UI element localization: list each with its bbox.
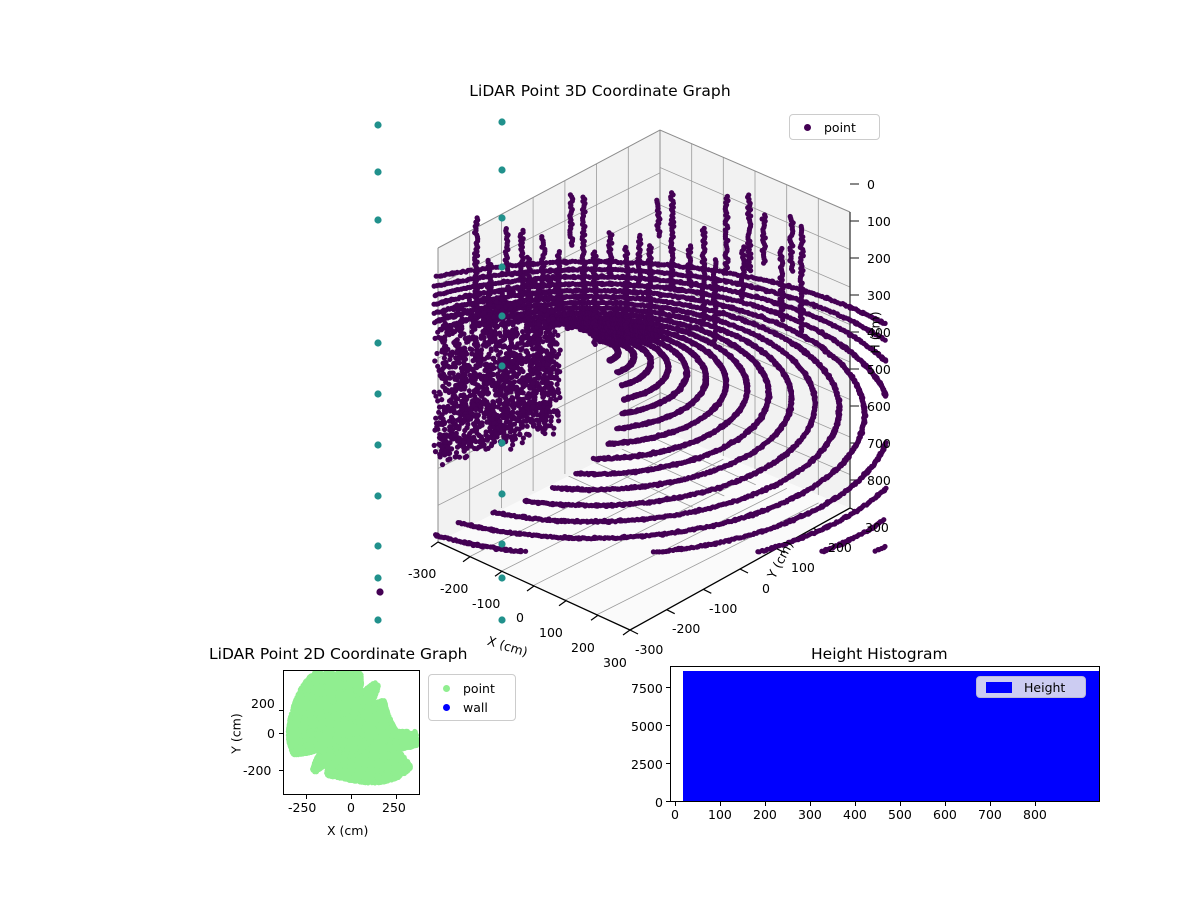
hist-xtick-8: 800 [1023, 807, 1047, 822]
hist-xtick-3: 300 [798, 807, 822, 822]
lidar-outlier-points-3d [374, 118, 506, 624]
plot2d-xtickmark-0 [306, 795, 307, 799]
plot3d-ztick-4: 400 [867, 325, 891, 340]
plot2d-yaxis-label: Y (cm) [229, 694, 244, 774]
plot2d-ytickmark-1 [279, 733, 283, 734]
legend-item-point-2d[interactable]: point [429, 679, 515, 698]
plot3d-title: LiDAR Point 3D Coordinate Graph [0, 82, 1200, 100]
plot2d-axes[interactable] [283, 670, 420, 795]
hist-xtickmark-2 [765, 802, 766, 806]
plot3d-xtick-3: 0 [516, 610, 524, 625]
legend-swatch-height-icon [986, 681, 1012, 693]
plot3d-ytick-1: 200 [828, 540, 852, 555]
plot3d-ztick-3: 300 [867, 288, 891, 303]
plot3d-xtick-2: -100 [472, 596, 500, 611]
plot2d-canvas [285, 671, 419, 786]
plot3d-ztick-6: 600 [867, 399, 891, 414]
legend-marker-point-icon [790, 124, 824, 131]
legend-marker-wall-icon [429, 704, 463, 711]
plot2d-xtick-2: 250 [382, 800, 406, 815]
plot2d-xaxis-label: X (cm) [327, 823, 368, 838]
hist-ytickmark-2 [666, 725, 670, 726]
plot3d-canvas [374, 118, 889, 636]
plot3d-ytick-2: 100 [791, 560, 815, 575]
hist-xtick-6: 600 [933, 807, 957, 822]
z-axis-ticks [850, 183, 859, 481]
x-axis-ticks [430, 541, 631, 636]
hist-xtick-5: 500 [888, 807, 912, 822]
plot3d-ztick-2: 200 [867, 251, 891, 266]
hist-ytick-3: 7500 [631, 681, 663, 696]
hist-ytickmark-3 [666, 687, 670, 688]
plot2d-ytickmark-0 [279, 710, 283, 711]
legend-label-height: Height [1024, 680, 1065, 695]
plot3d-xtick-6: 300 [603, 655, 627, 670]
plot2d-ytick-1: 0 [267, 726, 275, 741]
plot3d-xtick-4: 100 [539, 625, 563, 640]
plot3d-ztick-0: 0 [867, 177, 875, 192]
plot2d-ytickmark-2 [279, 770, 283, 771]
legend-label-wall: wall [463, 700, 488, 715]
plot3d-ytick-4: -100 [709, 601, 737, 616]
lidar-point-cloud-2d [285, 671, 419, 786]
plot3d-ztick-8: 800 [867, 473, 891, 488]
hist-ytick-1: 2500 [631, 757, 663, 772]
hist-xtickmark-4 [855, 802, 856, 806]
lidar-point-cloud-3d [431, 190, 889, 555]
hist-ytickmark-0 [666, 801, 670, 802]
plot3d-xtick-0: -300 [408, 566, 436, 581]
plot3d-xtick-1: -200 [440, 581, 468, 596]
legend-item-point[interactable]: point [790, 118, 879, 137]
plot3d-legend[interactable]: point [789, 114, 880, 140]
legend-item-wall-2d[interactable]: wall [429, 698, 515, 717]
hist-xtickmark-8 [1035, 802, 1036, 806]
plot2d-legend[interactable]: point wall [428, 674, 516, 721]
hist-ytick-2: 5000 [631, 719, 663, 734]
hist-xtickmark-7 [990, 802, 991, 806]
plot2d-title: LiDAR Point 2D Coordinate Graph [209, 645, 467, 663]
plot3d-ztick-5: 500 [867, 362, 891, 377]
plot3d-ztick-1: 100 [867, 214, 891, 229]
hist-xtick-0: 0 [671, 807, 679, 822]
hist-xtickmark-5 [900, 802, 901, 806]
plot3d-ytick-0: 300 [865, 520, 889, 535]
legend-marker-point-icon-2d [429, 685, 463, 692]
hist-xtick-1: 100 [708, 807, 732, 822]
hist-xtickmark-1 [720, 802, 721, 806]
histogram-title: Height Histogram [811, 645, 948, 663]
plot3d-ytick-5: -200 [672, 621, 700, 636]
hist-ytick-0: 0 [655, 795, 663, 810]
histogram-legend[interactable]: Height [976, 676, 1086, 698]
legend-label-point: point [824, 120, 856, 135]
hist-xtickmark-3 [810, 802, 811, 806]
hist-xtick-7: 700 [978, 807, 1002, 822]
plot3d-axes[interactable]: -300 -200 -100 0 100 200 300 X (cm) 300 … [330, 100, 910, 670]
plot2d-xtick-1: 0 [347, 800, 355, 815]
plot3d-zaxis-label: H (cm) [868, 293, 883, 373]
plot3d-ztick-7: 700 [867, 436, 891, 451]
hist-xtick-2: 200 [753, 807, 777, 822]
hist-xtick-4: 400 [843, 807, 867, 822]
hist-xtickmark-0 [675, 802, 676, 806]
plot3d-ytick-6: -300 [635, 642, 663, 657]
plot2d-xtick-0: -250 [288, 800, 316, 815]
plot2d-xtickmark-2 [396, 795, 397, 799]
plot2d-ytick-2: -200 [243, 763, 271, 778]
plot2d-xtickmark-1 [351, 795, 352, 799]
legend-label-point-2d: point [463, 681, 495, 696]
plot3d-ytick-3: 0 [762, 581, 770, 596]
plot2d-ytick-0: 200 [251, 696, 275, 711]
hist-xtickmark-6 [945, 802, 946, 806]
hist-ytickmark-1 [666, 763, 670, 764]
plot3d-xtick-5: 200 [571, 640, 595, 655]
